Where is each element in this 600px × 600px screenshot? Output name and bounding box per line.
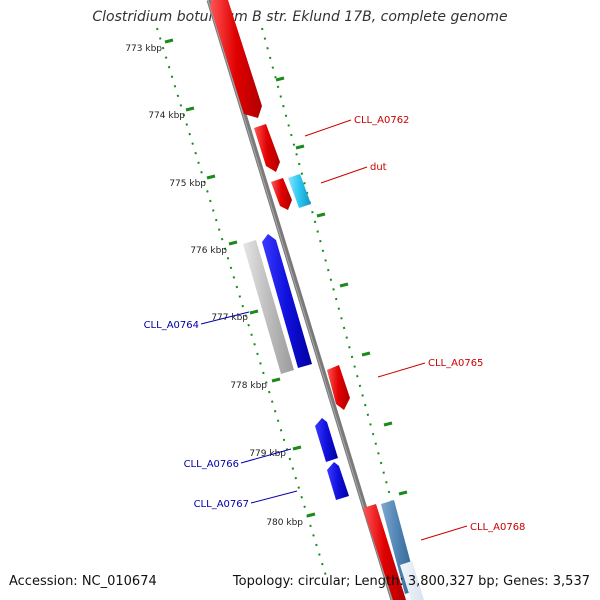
label-cll-a0768[interactable]: CLL_A0768 (470, 522, 525, 533)
tick-label-778: 778 kbp (230, 381, 267, 391)
genome-stats-text: Topology: circular; Length: 3,800,327 bp… (232, 574, 590, 589)
tick-label-776: 776 kbp (190, 246, 227, 256)
label-cll-a0766[interactable]: CLL_A0766 (184, 459, 239, 470)
tick-label-773: 773 kbp (125, 44, 162, 54)
genome-backbone-highlight (207, 0, 393, 600)
tick-label-779: 779 kbp (249, 449, 286, 459)
gene-cll-a0764[interactable] (262, 234, 312, 368)
gene-dut[interactable] (288, 174, 311, 208)
label-cll-a0762[interactable]: CLL_A0762 (354, 115, 409, 126)
gene-cll-a0767[interactable] (327, 462, 349, 500)
tick-label-775: 775 kbp (169, 179, 206, 189)
label-dut[interactable]: dut (370, 162, 387, 173)
label-cll-a0765[interactable]: CLL_A0765 (428, 358, 483, 369)
gene-pale (400, 561, 424, 600)
gene-track (210, 0, 424, 600)
gene-forward-small[interactable] (271, 178, 292, 210)
gene-labels: CLL_A0762 dut CLL_A0764 CLL_A0765 CLL_A0… (144, 115, 526, 533)
tick-label-774: 774 kbp (148, 111, 185, 121)
tick-labels: 773 kbp 774 kbp 775 kbp 776 kbp 777 kbp … (125, 44, 303, 528)
gene-forward-1[interactable] (210, 0, 262, 118)
map-title: Clostridium botulinum B str. Eklund 17B,… (92, 9, 508, 25)
accession-text: Accession: NC_010674 (9, 574, 157, 589)
tick-label-777: 777 kbp (211, 313, 248, 323)
gene-pseudo[interactable] (243, 240, 294, 374)
label-cll-a0767[interactable]: CLL_A0767 (194, 499, 249, 510)
gene-cll-a0762[interactable] (254, 124, 280, 172)
label-leaders (200, 119, 468, 541)
gene-cll-a0766[interactable] (315, 418, 338, 462)
gene-cll-a0768[interactable] (363, 504, 406, 600)
label-cll-a0764[interactable]: CLL_A0764 (144, 320, 199, 331)
inner-ticks (164, 38, 316, 518)
tick-label-780: 780 kbp (266, 518, 303, 528)
gene-cll-a0765[interactable] (327, 365, 350, 410)
outer-ticks (275, 76, 408, 496)
